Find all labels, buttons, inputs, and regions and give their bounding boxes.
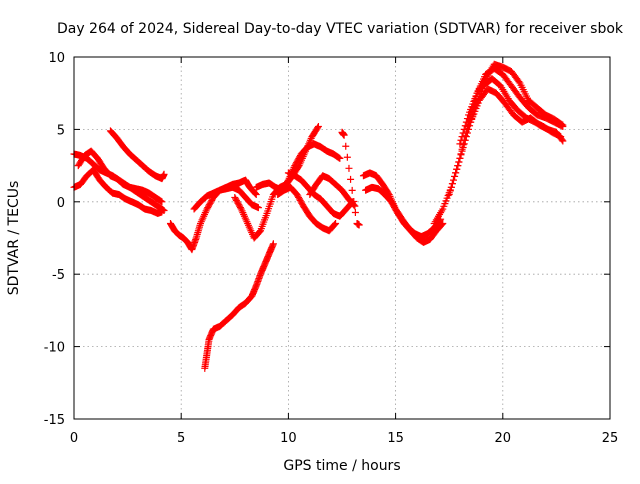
x-tick-label: 5 (177, 431, 185, 446)
data-point (455, 158, 463, 166)
data-point (456, 154, 464, 162)
y-tick-label: 10 (48, 51, 65, 66)
data-point (269, 240, 277, 248)
data-point (452, 169, 460, 177)
series-track-10 (284, 169, 357, 220)
y-tick-label: 0 (57, 196, 65, 211)
data-point (558, 120, 566, 128)
data-point (347, 175, 355, 183)
x-tick-label: 10 (280, 431, 297, 446)
data-point (559, 121, 567, 129)
data-point (438, 220, 446, 228)
x-tick-label: 15 (387, 431, 404, 446)
data-point (559, 137, 567, 145)
data-point (236, 204, 244, 212)
data-point (343, 153, 351, 161)
data-point (453, 165, 461, 173)
data-point (458, 133, 466, 141)
data-point (331, 220, 339, 228)
data-point (336, 154, 344, 162)
data-point (449, 176, 457, 184)
data-point (251, 190, 259, 198)
data-point (448, 180, 456, 188)
data-point (446, 187, 454, 195)
series-track-17 (456, 60, 567, 148)
data-point (447, 183, 455, 191)
data-point (342, 142, 350, 150)
data-point (256, 228, 264, 236)
data-point (454, 162, 462, 170)
data-point (314, 123, 322, 131)
data-point (439, 220, 447, 228)
series-track-4 (106, 127, 168, 183)
y-axis-label: SDTVAR / TECUs (6, 181, 22, 296)
series-track-11 (306, 172, 359, 210)
series-track-19 (338, 128, 363, 229)
data-point (355, 221, 363, 229)
grid-layer (74, 57, 610, 419)
data-point (351, 202, 359, 210)
data-point (340, 131, 348, 139)
data-point (445, 191, 453, 199)
data-point (348, 186, 356, 194)
data-point (351, 208, 359, 216)
data-point (254, 204, 262, 212)
series-track-15 (430, 65, 567, 228)
series-track-13 (359, 169, 445, 241)
chart-title: Day 264 of 2024, Sidereal Day-to-day VTE… (57, 21, 624, 37)
series-track-14 (362, 183, 447, 246)
data-point (456, 140, 464, 148)
y-tick-label: -5 (52, 268, 65, 283)
data-point (461, 122, 469, 130)
series-track-6 (190, 183, 262, 213)
data-point (460, 125, 468, 133)
data-point (451, 172, 459, 180)
data-point (160, 170, 168, 178)
series-track-3 (74, 147, 166, 206)
data-point (350, 197, 358, 205)
series-track-18 (467, 85, 567, 145)
x-tick-label: 20 (495, 431, 512, 446)
data-point (459, 129, 467, 137)
data-point (457, 136, 465, 144)
y-tick-label: 5 (57, 123, 65, 138)
data-point (515, 78, 523, 86)
data-point (558, 136, 566, 144)
data-point (252, 191, 260, 199)
data-point (284, 177, 292, 185)
plot-frame (73, 56, 611, 420)
data-point (160, 206, 168, 214)
x-tick-label: 0 (70, 431, 78, 446)
data-point (463, 115, 471, 123)
y-tick-label: -15 (44, 413, 65, 428)
x-axis-label: GPS time / hours (283, 458, 400, 474)
data-point (458, 147, 466, 155)
data-point (459, 144, 467, 151)
data-point (314, 124, 322, 132)
y-tick-label: -10 (44, 341, 65, 356)
series-track-1 (70, 166, 166, 217)
series-track-9 (274, 183, 340, 235)
data-point (332, 220, 340, 228)
data-point (457, 151, 465, 159)
data-point (158, 198, 166, 206)
marks-layer (70, 60, 567, 372)
series-track-12 (201, 240, 277, 372)
x-tick-label: 25 (602, 431, 619, 446)
data-point (345, 164, 353, 172)
ticks-layer: 0 5 10 15 20 25 -15 -10 -5 0 5 10 (44, 51, 619, 446)
